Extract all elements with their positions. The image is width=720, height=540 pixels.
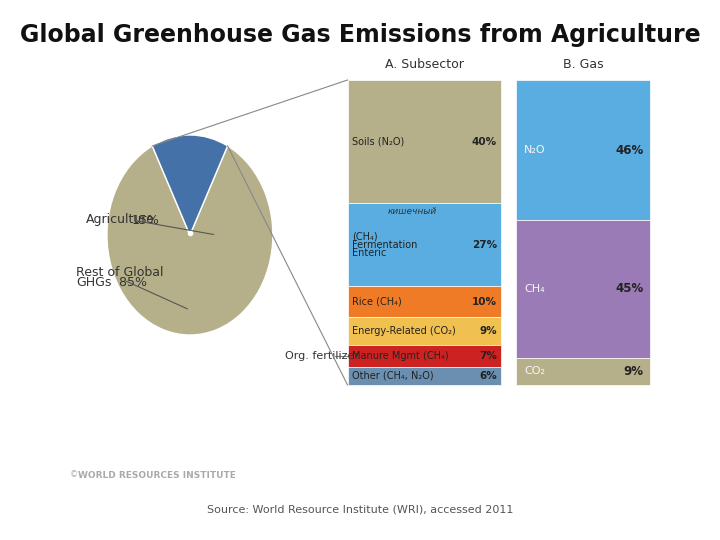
- Text: 6%: 6%: [479, 371, 497, 381]
- Text: ©: ©: [70, 470, 78, 480]
- FancyBboxPatch shape: [516, 80, 650, 220]
- Text: Energy-Related (CO₂): Energy-Related (CO₂): [351, 326, 456, 336]
- Text: Org. fertilizer: Org. fertilizer: [285, 351, 359, 361]
- FancyBboxPatch shape: [348, 80, 501, 203]
- FancyBboxPatch shape: [516, 220, 650, 357]
- Text: (CH₄): (CH₄): [351, 232, 377, 242]
- Text: 10%: 10%: [472, 297, 497, 307]
- Text: 9%: 9%: [480, 326, 497, 336]
- FancyBboxPatch shape: [348, 203, 501, 286]
- Text: Fermentation: Fermentation: [351, 240, 417, 250]
- Text: Enteric: Enteric: [351, 248, 386, 258]
- Text: 46%: 46%: [616, 144, 644, 157]
- Text: WORLD RESOURCES INSTITUTE: WORLD RESOURCES INSTITUTE: [78, 470, 235, 480]
- Text: 7%: 7%: [479, 351, 497, 361]
- Text: Soils (N₂O): Soils (N₂O): [351, 137, 404, 147]
- Text: CO₂: CO₂: [524, 366, 545, 376]
- Text: 15%: 15%: [132, 213, 160, 226]
- Text: кишечный: кишечный: [387, 207, 436, 216]
- Text: Rice (CH₄): Rice (CH₄): [351, 297, 402, 307]
- Text: Agriculture: Agriculture: [86, 213, 155, 226]
- Wedge shape: [152, 135, 228, 235]
- Text: A. Subsector: A. Subsector: [385, 58, 464, 71]
- Text: B. Gas: B. Gas: [563, 58, 603, 71]
- Text: Source: World Resource Institute (WRI), accessed 2011: Source: World Resource Institute (WRI), …: [207, 505, 513, 515]
- Wedge shape: [107, 146, 273, 335]
- FancyBboxPatch shape: [348, 317, 501, 345]
- Text: CH₄: CH₄: [524, 284, 545, 294]
- Text: 40%: 40%: [472, 137, 497, 147]
- Text: Global Greenhouse Gas Emissions from Agriculture: Global Greenhouse Gas Emissions from Agr…: [19, 23, 701, 47]
- Text: 85%: 85%: [111, 276, 147, 289]
- FancyBboxPatch shape: [516, 357, 650, 385]
- FancyBboxPatch shape: [348, 345, 501, 367]
- Text: Rest of Global: Rest of Global: [76, 266, 163, 279]
- FancyBboxPatch shape: [348, 286, 501, 317]
- Text: N₂O: N₂O: [524, 145, 546, 155]
- Text: GHGs: GHGs: [76, 276, 112, 289]
- Text: 27%: 27%: [472, 240, 497, 250]
- Text: Other (CH₄, N₂O): Other (CH₄, N₂O): [351, 371, 433, 381]
- Text: Manure Mgmt (CH₄): Manure Mgmt (CH₄): [351, 351, 449, 361]
- Text: 9%: 9%: [624, 365, 644, 378]
- FancyBboxPatch shape: [348, 367, 501, 385]
- Text: 45%: 45%: [616, 282, 644, 295]
